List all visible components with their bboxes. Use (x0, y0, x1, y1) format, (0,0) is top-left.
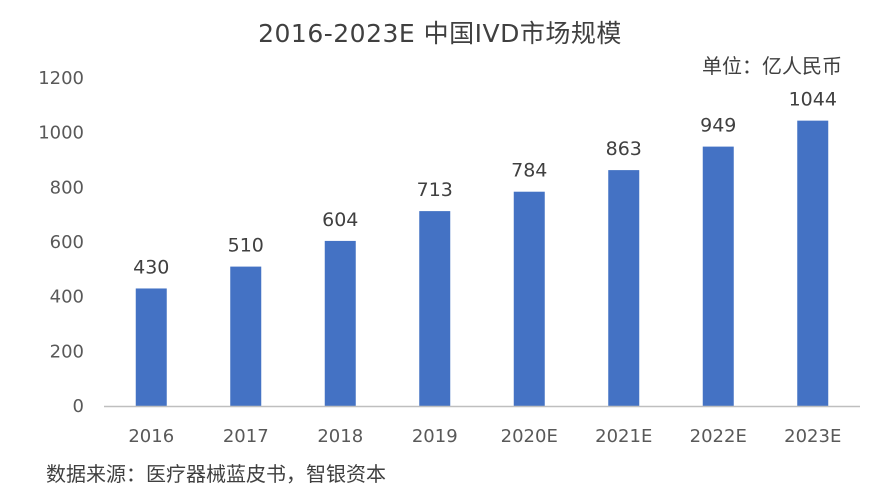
data-labels: 430 510 604 713 784 863 949 1044 (133, 89, 837, 279)
y-tick-label: 200 (50, 341, 84, 362)
bars (135, 120, 829, 406)
x-tick-label: 2016 (128, 426, 174, 447)
data-label-2017: 510 (228, 235, 264, 257)
x-tick-label: 2019 (412, 426, 458, 447)
bar-2016 (135, 288, 167, 406)
bar-2023E (797, 120, 829, 406)
data-label-2021E: 863 (606, 138, 642, 160)
data-label-2023E: 1044 (789, 89, 837, 111)
y-tick-label: 0 (73, 396, 84, 417)
x-tick-label: 2023E (784, 426, 841, 447)
x-tick-label: 2018 (317, 426, 363, 447)
data-label-2016: 430 (133, 256, 169, 278)
y-tick-label: 400 (50, 287, 84, 308)
y-tick-label: 1000 (38, 123, 84, 144)
y-axis-ticks: 0 200 400 600 800 1000 1200 (38, 68, 84, 417)
x-tick-label: 2022E (690, 426, 747, 447)
x-axis-ticks: 2016 2017 2018 2019 2020E 2021E 2022E 2023E (128, 426, 841, 447)
bar-2017 (230, 266, 262, 406)
x-tick-label: 2021E (595, 426, 652, 447)
x-tick-label: 2017 (223, 426, 269, 447)
y-tick-label: 600 (50, 232, 84, 253)
data-label-2020E: 784 (511, 160, 547, 182)
bar-2022E (702, 146, 734, 406)
unit-label: 单位：亿人民币 (702, 54, 842, 78)
data-label-2019: 713 (417, 179, 453, 201)
data-label-2018: 604 (322, 209, 358, 231)
data-label-2022E: 949 (700, 115, 736, 137)
source-note: 数据来源：医疗器械蓝皮书，智银资本 (46, 462, 386, 486)
bar-2018 (324, 240, 356, 406)
y-tick-label: 1200 (38, 68, 84, 89)
y-tick-label: 800 (50, 177, 84, 198)
bar-2021E (608, 170, 640, 406)
bar-2019 (419, 211, 451, 406)
bar-2020E (513, 191, 545, 406)
x-tick-label: 2020E (501, 426, 558, 447)
chart-title: 2016-2023E 中国IVD市场规模 (258, 19, 622, 48)
